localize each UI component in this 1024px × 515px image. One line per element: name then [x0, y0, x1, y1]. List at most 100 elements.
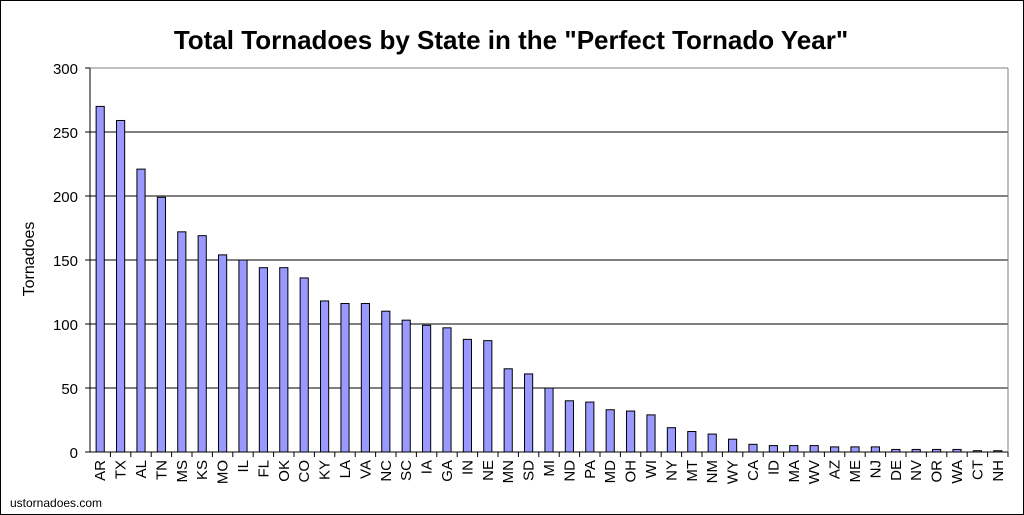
x-tick-label: IL [235, 460, 252, 473]
x-tick-label: MT [684, 460, 701, 482]
x-tick-label: CA [745, 460, 762, 481]
bar-ms [177, 231, 187, 453]
x-tick-label: WY [725, 460, 742, 484]
x-tick-label: CT [969, 460, 986, 480]
x-tick-label: NV [908, 460, 925, 481]
chart-title: Total Tornadoes by State in the "Perfect… [174, 25, 848, 55]
x-tick-label: DE [888, 460, 905, 481]
bar-wv [809, 445, 819, 453]
x-tick-label: NJ [867, 460, 884, 478]
bar-va [360, 303, 370, 453]
bar-pa [585, 401, 595, 453]
x-tick-label: FL [255, 460, 272, 478]
x-tick-label: AZ [827, 460, 844, 479]
x-tick-label: PA [582, 460, 599, 479]
y-tick-label: 200 [53, 189, 78, 206]
bar-ia [422, 324, 432, 453]
y-tick-label: 250 [53, 125, 78, 142]
bar-tn [156, 196, 166, 453]
x-tick-label: AL [133, 460, 150, 478]
bar-il [238, 259, 248, 453]
x-tick-label: CO [296, 460, 313, 483]
bars [95, 105, 1003, 453]
y-tick-label: 300 [53, 61, 78, 78]
bar-md [605, 409, 615, 453]
x-tick-label: SC [398, 460, 415, 481]
bar-tx [116, 119, 126, 453]
x-tick-label: VA [357, 460, 374, 479]
bar-ar [95, 105, 105, 453]
bar-nj [870, 446, 880, 453]
bar-oh [626, 410, 636, 453]
bar-co [299, 277, 309, 453]
x-tick-label: AR [92, 460, 109, 481]
bar-nd [564, 400, 574, 453]
x-tick-label: WV [806, 460, 823, 484]
bar-me [850, 446, 860, 453]
bar-ca [748, 443, 758, 453]
x-tick-label: MI [541, 460, 558, 477]
bar-mn [503, 368, 513, 453]
bar-ks [197, 235, 207, 453]
x-tick-label: KS [194, 460, 211, 480]
x-tick-label: OR [929, 460, 946, 483]
bar-ma [789, 445, 799, 453]
x-tick-label: MS [174, 460, 191, 483]
x-tick-label: WI [643, 460, 660, 478]
bar-wy [728, 438, 738, 453]
bar-sd [524, 373, 534, 453]
x-tick-label: GA [439, 460, 456, 482]
bar-mo [218, 254, 228, 453]
x-tick-label: NY [663, 460, 680, 481]
gridlines [90, 67, 1008, 389]
y-axis-label: Tornadoes [21, 222, 38, 297]
bar-nc [381, 310, 391, 453]
x-tick-label: MN [500, 460, 517, 483]
x-tick-label: TN [153, 460, 170, 480]
y-tick-label: 150 [53, 253, 78, 270]
bar-sc [401, 319, 411, 453]
x-tick-label: MA [786, 460, 803, 483]
y-tick-label: 100 [53, 317, 78, 334]
x-tick-label: TX [113, 460, 130, 479]
x-tick-label: ID [765, 460, 782, 475]
bar-az [830, 446, 840, 453]
bar-mt [687, 431, 697, 453]
x-tick-labels: AR TX AL TN MS KS MO IL FL OK CO KY LA VA NC SC IA GA IN NE… [92, 460, 1007, 484]
bar-ok [279, 267, 289, 453]
x-tick-label: NC [378, 460, 395, 482]
x-tick-label: MD [602, 460, 619, 483]
x-tick-label: WA [949, 460, 966, 484]
x-tick-label: ME [847, 460, 864, 483]
bar-la [340, 303, 350, 453]
bar-in [462, 338, 472, 453]
axes [85, 67, 1009, 457]
x-tick-label: OK [276, 460, 293, 482]
x-tick-label: NM [704, 460, 721, 483]
x-tick-label: LA [337, 460, 354, 478]
x-tick-label: NH [990, 460, 1007, 482]
x-tick-label: KY [317, 460, 334, 480]
source-credit: ustornadoes.com [10, 496, 102, 510]
x-tick-label: OH [623, 460, 640, 483]
bar-fl [258, 267, 268, 453]
bar-al [136, 168, 146, 453]
y-tick-labels: 0 50 100 150 200 250 300 [53, 61, 78, 462]
x-tick-label: IA [419, 460, 436, 474]
bar-id [768, 445, 778, 453]
x-tick-label: MO [215, 460, 232, 484]
bar-wi [646, 414, 656, 453]
x-tick-label: NE [480, 460, 497, 481]
bar-ga [442, 327, 452, 453]
bar-ky [320, 300, 330, 453]
y-tick-label: 50 [61, 381, 78, 398]
x-tick-label: SD [521, 460, 538, 481]
bar-ne [483, 340, 493, 453]
x-tick-label: ND [561, 460, 578, 482]
bar-mi [544, 387, 554, 453]
y-tick-label: 0 [70, 445, 78, 462]
bar-nm [707, 433, 717, 453]
bar-ny [666, 427, 676, 453]
x-tick-label: IN [459, 460, 476, 475]
